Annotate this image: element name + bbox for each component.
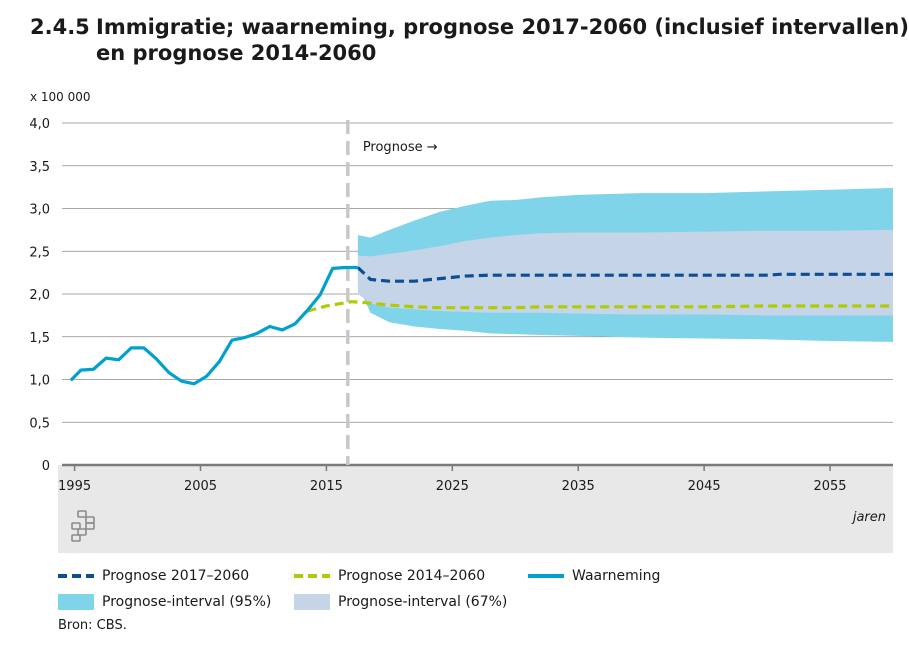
legend-label-prognose-2014: Prognose 2014–2060 <box>338 568 486 584</box>
prognosis-annotation: Prognose → <box>363 140 438 155</box>
series-prognose-2017 <box>356 266 893 283</box>
x-tick-label-6: 2055 <box>813 479 846 494</box>
title-line-2: en prognose 2014-2060 <box>96 41 377 65</box>
legend-swatch-prognose-2017 <box>58 574 94 578</box>
legend-swatch-interval67 <box>294 594 330 610</box>
legend-swatch-waarneming <box>528 574 564 578</box>
legend-label-interval67: Prognose-interval (67%) <box>338 594 508 610</box>
legend-swatch-prognose-2014 <box>294 574 330 578</box>
cbs-logo-block-3 <box>85 522 95 530</box>
legend-swatch-interval95 <box>58 594 94 610</box>
x-axis-band <box>58 465 893 553</box>
legend-label-interval95: Prognose-interval (95%) <box>102 594 272 610</box>
y-tick-label-2: 1,0 <box>29 374 50 389</box>
x-tick-label-5: 2045 <box>688 479 721 494</box>
cbs-logo-block-5 <box>71 534 81 542</box>
immigration-chart: 0 0,5 1,0 1,5 2,0 2,5 3,0 3,5 4,0 x 100 000 1995 20… <box>29 90 893 553</box>
source-note: Bron: CBS. <box>58 618 127 633</box>
cbs-logo-icon <box>71 510 95 542</box>
cbs-logo-block-0 <box>77 510 87 518</box>
x-tick-label-4: 2035 <box>562 479 595 494</box>
y-tick-label-5: 2,5 <box>29 245 50 260</box>
y-tick-label-3: 1,5 <box>29 331 50 346</box>
series-prognose-2014 <box>307 300 893 313</box>
cbs-logo-block-4 <box>77 528 87 536</box>
x-tick-label-2: 2015 <box>310 479 343 494</box>
y-tick-label-1: 0,5 <box>29 416 50 431</box>
y-unit-label: x 100 000 <box>30 90 91 104</box>
cbs-logo-block-2 <box>71 522 81 530</box>
y-tick-label-8: 4,0 <box>29 117 50 132</box>
chart-title: 2.4.5 Immigratie; waarneming, prognose 20… <box>30 14 909 66</box>
y-tick-label-4: 2,0 <box>29 288 50 303</box>
legend-label-waarneming: Waarneming <box>572 568 661 584</box>
band-interval-67 <box>357 229 893 316</box>
title-text: Immigratie; waarneming, prognose 2017-20… <box>96 15 909 39</box>
x-tick-label-1: 2005 <box>184 479 217 494</box>
y-tick-label-7: 3,5 <box>29 160 50 175</box>
x-tick-label-0: 1995 <box>58 479 91 494</box>
y-tick-label-6: 3,0 <box>29 203 50 218</box>
y-tick-label-0: 0 <box>42 459 50 474</box>
title-number: 2.4.5 <box>30 15 90 39</box>
x-tick-label-3: 2025 <box>436 479 469 494</box>
series-waarneming <box>69 265 358 386</box>
legend-label-prognose-2017: Prognose 2017–2060 <box>102 568 250 584</box>
title-line-1: 2.4.5 Immigratie; waarneming, prognose 20… <box>30 14 909 40</box>
x-axis-label: jaren <box>851 510 886 525</box>
